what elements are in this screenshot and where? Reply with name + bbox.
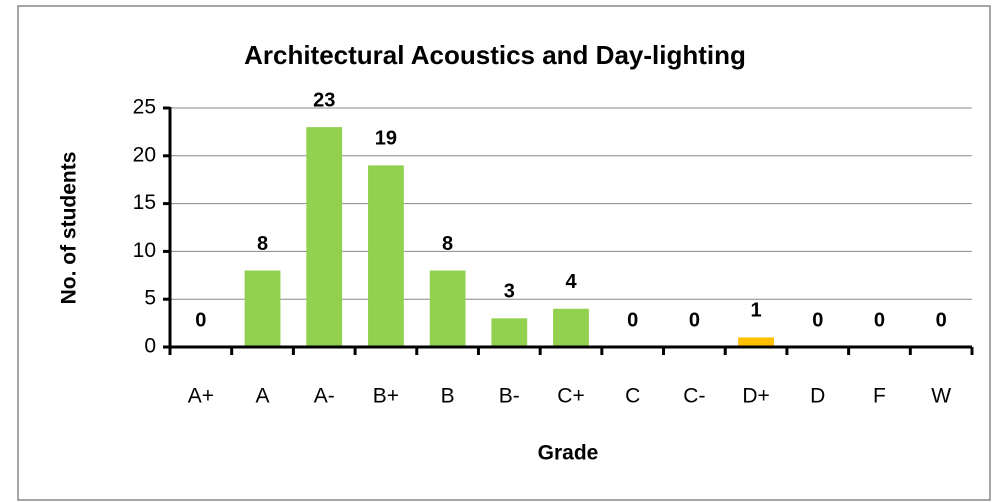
data-label: 8 xyxy=(257,233,268,255)
x-tick-label: W xyxy=(931,385,951,408)
bar xyxy=(429,270,466,347)
bar xyxy=(244,270,281,347)
y-tick-label: 25 xyxy=(133,96,156,119)
bar xyxy=(491,318,528,347)
data-label: 1 xyxy=(751,300,762,322)
x-tick-label: B- xyxy=(499,385,520,408)
x-tick-label: D xyxy=(810,385,825,408)
data-label: 3 xyxy=(504,281,515,303)
chart-title: Architectural Acoustics and Day-lighting xyxy=(244,40,746,70)
bar xyxy=(368,165,404,347)
x-tick-label: B xyxy=(441,385,455,408)
y-tick-label: 5 xyxy=(144,287,156,310)
x-axis-label: Grade xyxy=(538,442,599,465)
x-tick-label: C xyxy=(625,385,640,408)
data-label: 23 xyxy=(313,89,335,111)
x-tick-label: A- xyxy=(314,385,335,408)
y-axis-label: No. of students xyxy=(58,152,81,305)
x-tick-label: A xyxy=(256,385,270,408)
data-label: 0 xyxy=(812,309,823,331)
x-tick-label: C- xyxy=(683,385,705,408)
y-tick-label: 10 xyxy=(133,239,156,262)
data-label: 0 xyxy=(195,309,206,331)
x-tick-label: C+ xyxy=(557,385,584,408)
y-tick-label: 0 xyxy=(144,335,156,358)
bar xyxy=(738,337,774,347)
x-tick-label: D+ xyxy=(742,385,769,408)
data-label: 0 xyxy=(689,309,700,331)
y-tick-label: 15 xyxy=(133,191,156,214)
data-label: 0 xyxy=(874,309,885,331)
data-label: 0 xyxy=(936,309,947,331)
chart-border xyxy=(17,5,991,501)
data-label: 4 xyxy=(565,271,577,293)
x-tick-label: B+ xyxy=(373,385,399,408)
bar xyxy=(553,308,589,347)
bar xyxy=(306,127,343,348)
data-label: 19 xyxy=(375,128,397,150)
data-label: 0 xyxy=(627,309,638,331)
x-tick-label: A+ xyxy=(188,385,214,408)
data-label: 8 xyxy=(442,233,453,255)
x-tick-label: F xyxy=(873,385,886,408)
y-tick-label: 20 xyxy=(133,143,156,166)
